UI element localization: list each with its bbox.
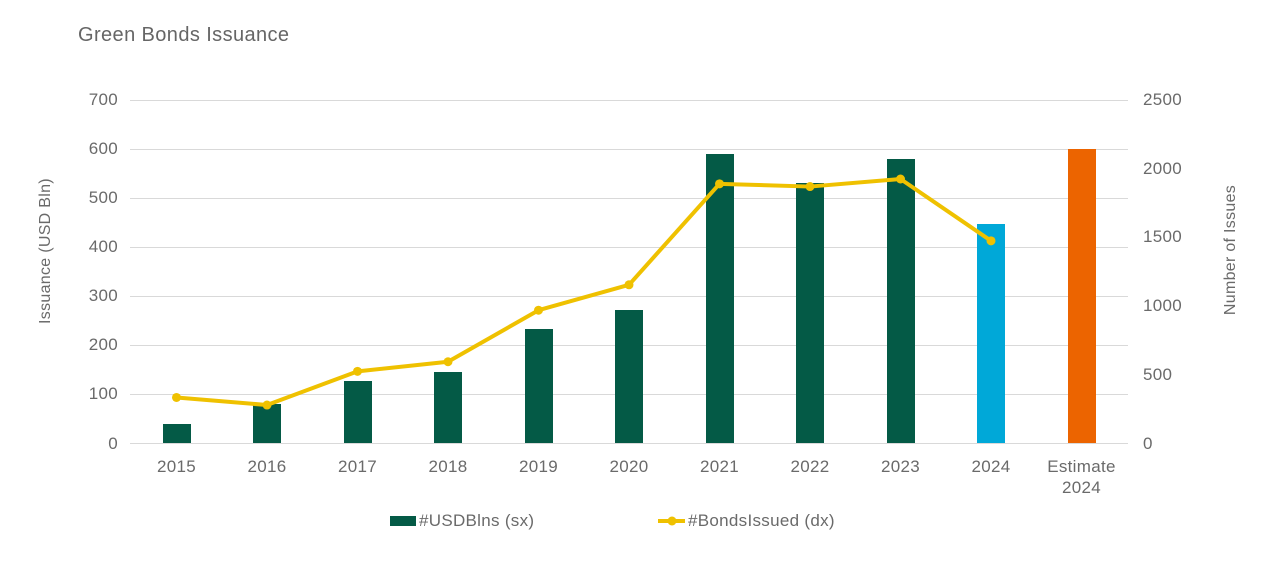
y-axis-left-tick-200: 200 <box>88 335 118 355</box>
y-axis-right-tick-1500: 1500 <box>1143 227 1183 247</box>
chart-title: Green Bonds Issuance <box>78 24 290 46</box>
y-axis-right-tick-2500: 2500 <box>1143 90 1183 109</box>
gridline-700 <box>130 99 1128 101</box>
y-axis-right-tick-2000: 2000 <box>1143 158 1183 178</box>
bar-2016 <box>253 404 281 444</box>
x-tick-2023: 2023 <box>880 457 921 476</box>
legend-item-bondsissued: #BondsIssued (dx) <box>658 510 835 532</box>
y-axis-right-tick-1000: 1000 <box>1143 296 1183 316</box>
y-axis-right-tick-500: 500 <box>1143 364 1173 384</box>
x-tick-2021: 2021 <box>699 457 740 476</box>
legend-label-usdblns: #USDBlns (sx) <box>419 511 535 530</box>
x-tick-2020: 2020 <box>609 457 649 476</box>
bar-2021 <box>705 154 734 444</box>
bar-2020 <box>615 310 643 444</box>
y-axis-right-tick-0: 0 <box>1143 433 1153 453</box>
bar-2022 <box>796 183 824 444</box>
x-tick-estimate-2024: Estimate 2024 <box>1047 457 1116 497</box>
gridline-500 <box>130 197 1128 199</box>
y-axis-left-tick-700: 700 <box>88 90 118 109</box>
bar-2018 <box>434 372 462 444</box>
y-axis-left-tick-400: 400 <box>88 237 118 257</box>
y-axis-left-tick-500: 500 <box>88 188 118 208</box>
bar-2015 <box>162 423 191 444</box>
gridline-0 <box>130 443 1128 444</box>
y-axis-left-tick-600: 600 <box>88 139 118 159</box>
x-tick-2016: 2016 <box>247 457 287 476</box>
y-axis-left-tick-100: 100 <box>88 384 118 404</box>
bar-2017 <box>343 380 372 444</box>
x-tick-2018: 2018 <box>428 457 468 476</box>
x-tick-2017: 2017 <box>337 457 378 476</box>
line-marker-dot-icon <box>667 516 676 526</box>
y-axis-left-tick-300: 300 <box>88 286 118 306</box>
bar-2024 <box>977 223 1005 444</box>
bar-estimate-2024 <box>1067 149 1096 444</box>
legend-label-bondsissued: #BondsIssued (dx) <box>688 511 835 530</box>
x-tick-2024: 2024 <box>971 457 1011 476</box>
bar-2023 <box>886 159 915 444</box>
x-tick-2022: 2022 <box>790 457 830 476</box>
bondsissued-line-swatch-icon <box>658 516 685 526</box>
usdblns-bar-swatch-icon <box>390 516 416 526</box>
x-tick-2019: 2019 <box>518 457 559 476</box>
x-tick-2015: 2015 <box>156 457 197 476</box>
gridline-600 <box>130 148 1128 150</box>
y-axis-left-tick-0: 0 <box>108 433 118 453</box>
bar-2019 <box>524 328 553 444</box>
legend-item-usdblns: #USDBlns (sx) <box>390 510 534 532</box>
